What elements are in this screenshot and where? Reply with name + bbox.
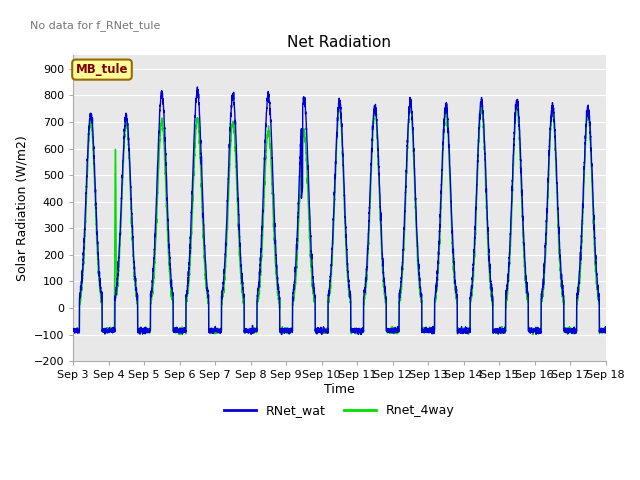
RNet_wat (602, 328, 609, 334)
Rnet_4way (602, 327, 609, 333)
RNet_wat (320, 324, 328, 330)
RNet_wat (278, 332, 285, 337)
RNet_wat (459, 331, 467, 336)
Line: RNet_wat: RNet_wat (73, 87, 605, 335)
Rnet_4way (177, 332, 184, 337)
Legend: RNet_wat, Rnet_4way: RNet_wat, Rnet_4way (220, 399, 460, 422)
Text: MB_tule: MB_tule (76, 63, 128, 76)
Rnet_4way (165, 255, 173, 261)
Rnet_4way (459, 327, 467, 333)
Rnet_4way (69, 327, 77, 333)
RNet_wat (489, 327, 497, 333)
RNet_wat (602, 327, 609, 333)
RNet_wat (165, 235, 173, 240)
Text: No data for f_RNet_tule: No data for f_RNet_tule (31, 20, 161, 31)
RNet_wat (429, 328, 437, 334)
Y-axis label: Solar Radiation (W/m2): Solar Radiation (W/m2) (15, 135, 28, 281)
RNet_wat (69, 327, 77, 333)
Title: Net Radiation: Net Radiation (287, 35, 392, 50)
Rnet_4way (429, 328, 437, 334)
X-axis label: Time: Time (324, 383, 355, 396)
Line: Rnet_4way: Rnet_4way (73, 101, 605, 335)
Rnet_4way (407, 98, 415, 104)
Rnet_4way (319, 327, 327, 333)
Rnet_4way (489, 329, 497, 335)
Rnet_4way (602, 327, 609, 333)
RNet_wat (193, 84, 201, 90)
